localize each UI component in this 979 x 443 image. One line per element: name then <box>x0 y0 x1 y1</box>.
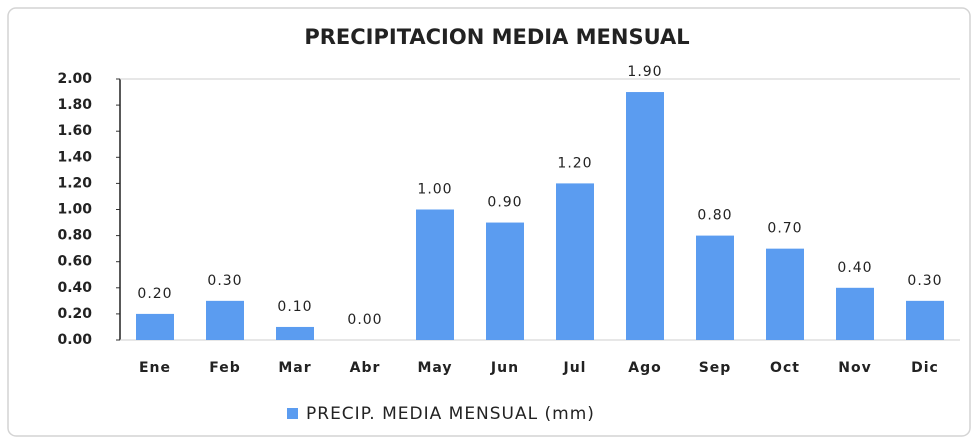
data-label: 1.90 <box>627 64 662 80</box>
bar <box>696 235 734 340</box>
data-label: 0.40 <box>837 260 872 276</box>
bar <box>276 326 314 340</box>
data-label: 0.20 <box>137 286 172 302</box>
bar <box>626 92 664 340</box>
x-tick-label: Jul <box>563 360 587 376</box>
data-label: 1.20 <box>557 155 592 171</box>
data-label: 1.00 <box>417 182 452 198</box>
y-tick-label: 0.00 <box>57 332 92 348</box>
data-label: 0.10 <box>277 299 312 315</box>
y-tick-label: 1.80 <box>57 97 92 113</box>
bar <box>766 248 804 340</box>
x-tick-label: Oct <box>770 360 800 376</box>
x-tick-label: Sep <box>699 360 732 376</box>
y-tick-label: 2.00 <box>57 71 92 87</box>
data-label: 0.30 <box>907 273 942 289</box>
legend-swatch <box>287 408 298 419</box>
bar <box>486 222 524 340</box>
x-tick-label: Dic <box>911 360 939 376</box>
bar <box>416 209 454 340</box>
x-tick-label: Abr <box>350 360 381 376</box>
y-tick-label: 0.60 <box>57 254 92 270</box>
x-tick-label: Nov <box>838 360 871 376</box>
data-label: 0.90 <box>487 195 522 211</box>
bar <box>136 313 174 340</box>
y-tick-label: 0.20 <box>57 306 92 322</box>
data-label: 0.00 <box>347 312 382 328</box>
y-tick-label: 1.00 <box>57 202 92 218</box>
data-label: 0.80 <box>697 208 732 224</box>
y-tick-label: 0.40 <box>57 280 92 296</box>
y-tick-label: 1.60 <box>57 123 92 139</box>
bar <box>206 300 244 340</box>
x-tick-label: Ene <box>139 360 171 376</box>
x-tick-label: May <box>417 360 452 376</box>
y-tick-label: 1.20 <box>57 175 92 191</box>
y-tick-label: 1.40 <box>57 149 92 165</box>
data-label: 0.70 <box>767 221 802 237</box>
bar <box>906 300 944 340</box>
x-tick-label: Mar <box>278 360 311 376</box>
x-tick-label: Ago <box>628 360 661 376</box>
chart-title: PRECIPITACION MEDIA MENSUAL <box>304 25 689 49</box>
bar <box>556 183 594 340</box>
x-tick-label: Feb <box>209 360 241 376</box>
y-tick-label: 0.80 <box>57 228 92 244</box>
data-label: 0.30 <box>207 273 242 289</box>
legend-label: PRECIP. MEDIA MENSUAL (mm) <box>306 404 595 424</box>
x-tick-label: Jun <box>490 360 519 376</box>
bar <box>836 287 874 340</box>
